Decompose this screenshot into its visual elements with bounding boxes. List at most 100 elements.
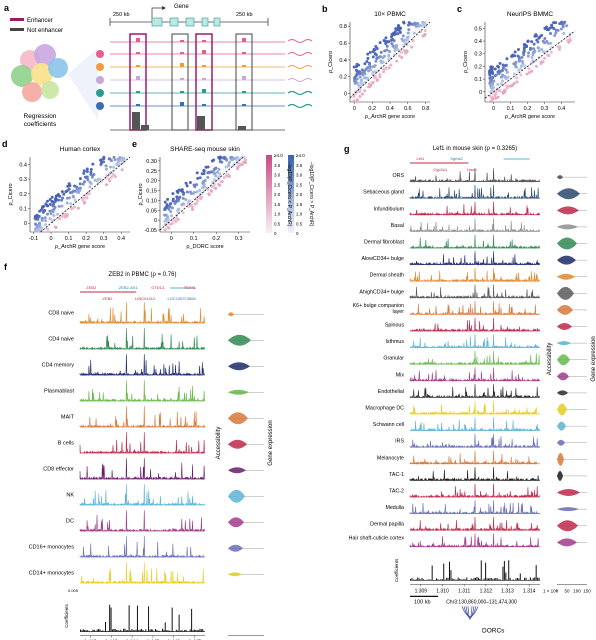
scatter-point — [95, 179, 99, 183]
track-cd14-monocytes: CD14+ monocytes — [29, 562, 264, 585]
scatter-point — [371, 80, 375, 84]
scatter-point — [499, 82, 503, 86]
coefficient-bar — [449, 561, 450, 581]
track-label: AhighCD34+ bulge — [359, 289, 404, 295]
enhancer-tracks — [110, 33, 313, 131]
coefficient-bar — [462, 579, 463, 581]
x-tick-label: 1.311 — [458, 588, 470, 594]
x-tick-label: 0.2 — [82, 236, 90, 242]
expression-violin — [557, 507, 579, 512]
coefficient-bar — [85, 630, 87, 632]
scatter-point — [230, 158, 234, 162]
colorbar-tick: 1.5 — [274, 202, 281, 207]
accessibility-label: Accessibility — [216, 427, 222, 460]
colorbar-tick: 2.0 — [274, 192, 281, 197]
scatter-b: b 10× PBMC 0 0.2 0.4 0.6 0.8 0 0.2 0.4 0.6 0.8 ρ_Arc… — [322, 4, 431, 120]
accessibility-signal — [79, 302, 205, 325]
scatter-point — [182, 202, 186, 206]
accessibility-signal — [409, 267, 540, 283]
scatter-point — [365, 59, 369, 63]
coefficient-bar — [410, 579, 411, 581]
right-span-label: 250 kb — [236, 12, 253, 18]
scatter-point — [107, 157, 111, 161]
scatter-point — [89, 182, 93, 186]
track-label: Infundibulum — [374, 206, 405, 212]
scatter-point — [38, 228, 42, 232]
scatter-point — [113, 174, 117, 178]
track-label: AlowCD34+ bulge — [361, 256, 404, 262]
scatter-point — [540, 47, 544, 51]
scatter-point — [414, 21, 418, 25]
track-label: CD8 naive — [48, 310, 74, 316]
scatter-point — [520, 55, 524, 59]
coefficient-bar — [486, 578, 488, 581]
y-tick-label: 0.1 — [19, 206, 27, 212]
accessibility-signal — [409, 184, 540, 200]
panel-letter: c — [457, 4, 462, 14]
coefficient-bar — [524, 577, 526, 581]
scatter-point — [43, 219, 47, 223]
scatter-point — [185, 184, 189, 188]
enhancer-peak — [202, 65, 206, 67]
coefficient-bar — [102, 630, 104, 632]
x-tick-label: 0.3 — [100, 236, 108, 242]
y-tick-label: 0.05 — [146, 208, 157, 214]
scatter-point — [537, 49, 541, 53]
scatter-point — [202, 172, 206, 176]
coefficient-bar — [88, 630, 90, 632]
coefficient-bar — [116, 630, 118, 632]
x-tick-label: 1.312 — [480, 588, 493, 594]
scatter-point — [559, 27, 563, 31]
coefficient-bar — [415, 579, 417, 581]
scatter-point — [374, 74, 378, 78]
coefficient-bar — [84, 629, 86, 632]
scatter-points — [163, 155, 247, 232]
accessibility-signal — [409, 234, 540, 250]
colorbar-tick: 1.0 — [274, 212, 281, 217]
scatter-point — [510, 84, 514, 88]
coefficient-bar — [163, 629, 165, 632]
scatter-point — [179, 189, 183, 193]
coefficient-bar — [488, 578, 489, 581]
scatter-point — [503, 64, 507, 68]
coefficient-bar — [193, 629, 195, 632]
x-tick-label: 1.310 — [436, 588, 449, 594]
scatter-point — [385, 48, 389, 52]
x-tick-label: 0 — [353, 106, 356, 112]
gene-name: ZEB2 — [86, 285, 97, 290]
scatter-point — [193, 202, 197, 206]
coefficient-bar — [490, 578, 492, 581]
y-tick-label: 0.4 — [19, 162, 27, 168]
coefficient-bar — [411, 578, 413, 581]
track-label: Dermal sheath — [370, 273, 404, 279]
scatter-point — [188, 199, 192, 203]
scatter-point — [562, 31, 566, 35]
scatter-point — [503, 90, 507, 94]
genomic-coordinates: Chr3:130,860,000–131,474,300 — [446, 599, 517, 605]
y-tick-label: 0.8 — [339, 24, 347, 30]
scatter-point — [505, 70, 509, 74]
panel-letter: d — [2, 139, 8, 149]
coefficient-bar — [120, 629, 122, 632]
scatter-point — [218, 183, 222, 187]
scatter-point — [215, 170, 219, 174]
x-axis-label: ρ_ArchR gene score — [55, 244, 105, 250]
scatter-point — [526, 54, 530, 58]
track-label: Endothelial — [378, 389, 404, 395]
scatter-point — [419, 30, 423, 34]
scatter-point — [400, 55, 404, 59]
scatter-point — [65, 214, 69, 218]
scatter-point — [355, 72, 359, 76]
scatter-point — [218, 172, 222, 176]
accessibility-signal — [409, 384, 540, 399]
track-macrophage-dc: Macrophage DC — [365, 400, 587, 416]
coefficient-bar — [446, 577, 448, 581]
colorbar-pink — [266, 155, 272, 233]
scatter-point — [367, 62, 371, 66]
scatter-point — [387, 54, 391, 58]
track-label: Schwann cell — [373, 422, 404, 428]
scatter-point — [505, 84, 509, 88]
scatter-point — [217, 168, 221, 172]
scatter-title: SHARE-seq mouse skin — [170, 146, 240, 153]
identity-line — [349, 21, 431, 99]
